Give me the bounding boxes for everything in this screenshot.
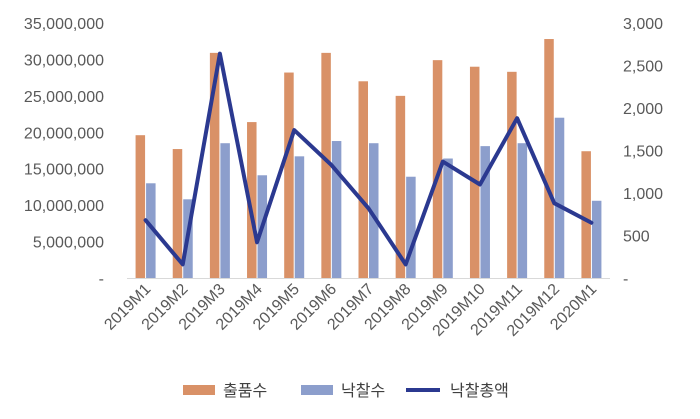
bar-낙찰수-2019M7 — [369, 143, 379, 278]
y-left-tick-label: - — [99, 271, 104, 288]
bar-낙찰수-2019M12 — [554, 117, 565, 278]
y-axis-left-ticks: - 5,000,000 10,000,000 15,000,000 20,000,000… — [24, 16, 104, 288]
legend-label-낙찰수: 낙찰수 — [341, 381, 385, 400]
bar-출품수-2019M7 — [358, 81, 368, 279]
bar-출품수-2019M4 — [247, 122, 257, 278]
bar-출품수-2019M5 — [284, 72, 294, 279]
y-left-tick-label: 25,000,000 — [24, 89, 104, 106]
bar-낙찰수-2019M9 — [443, 158, 453, 278]
y-right-tick-label: - — [623, 271, 628, 288]
bar-낙찰수-2020M1 — [591, 200, 602, 278]
legend-swatch-출품수 — [183, 385, 215, 395]
bar-출품수-2019M6 — [321, 52, 331, 278]
legend-swatch-낙찰수 — [301, 385, 333, 395]
y-left-tick-label: 5,000,000 — [33, 235, 104, 252]
y-left-tick-label: 15,000,000 — [24, 162, 104, 179]
bar-낙찰수-2019M10 — [480, 146, 490, 278]
y-right-tick-label: 3,000 — [623, 16, 663, 33]
y-axis-right-ticks: - 500 1,000 1,500 2,000 2,500 3,000 — [623, 16, 663, 288]
bar-낙찰수-2019M5 — [294, 156, 305, 278]
bar-출품수-2019M12 — [544, 39, 554, 279]
y-right-tick-label: 1,000 — [623, 186, 663, 203]
bar-낙찰수-2019M8 — [406, 176, 416, 278]
bar-낙찰수-2019M6 — [331, 141, 342, 278]
line-series — [143, 51, 594, 267]
x-axis-ticks: 2019M12019M22019M32019M42019M52019M62019… — [101, 281, 600, 340]
bar-출품수-2019M1 — [135, 135, 146, 278]
bar-출품수-2020M1 — [581, 151, 591, 278]
bar-낙찰수-2019M11 — [517, 143, 528, 278]
y-left-tick-label: 35,000,000 — [24, 16, 104, 33]
bar-낙찰수-2019M3 — [220, 143, 230, 278]
legend-label-출품수: 출품수 — [223, 381, 267, 400]
y-right-tick-label: 500 — [623, 229, 650, 246]
y-left-tick-label: 20,000,000 — [24, 125, 104, 142]
y-right-tick-label: 2,500 — [623, 59, 663, 76]
bars — [135, 39, 602, 279]
bar-출품수-2019M8 — [395, 95, 406, 278]
legend-label-낙찰총액: 낙찰총액 — [450, 381, 509, 400]
legend: 출품수 낙찰수 낙찰총액 — [183, 381, 509, 400]
bar-출품수-2019M9 — [432, 60, 443, 279]
bar-출품수-2019M3 — [209, 52, 220, 278]
bar-출품수-2019M10 — [469, 66, 480, 278]
bar-낙찰수-2019M1 — [146, 183, 156, 278]
y-left-tick-label: 30,000,000 — [24, 52, 104, 69]
bar-출품수-2019M2 — [172, 149, 183, 278]
y-right-tick-label: 1,500 — [623, 144, 663, 161]
bar-출품수-2019M11 — [507, 71, 517, 278]
y-left-tick-label: 10,000,000 — [24, 198, 104, 215]
y-right-tick-label: 2,000 — [623, 101, 663, 118]
